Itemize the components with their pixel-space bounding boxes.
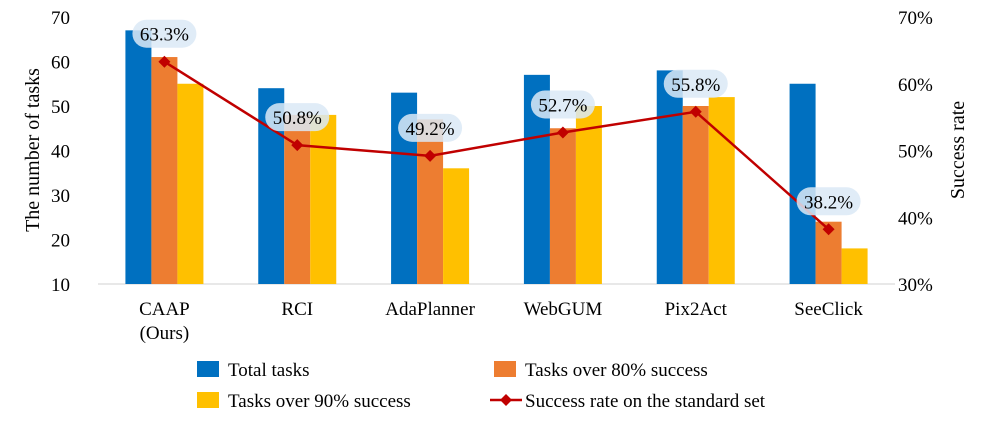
bar-over90 xyxy=(841,248,868,284)
bar-over80 xyxy=(549,128,576,284)
y2-tick-label: 50% xyxy=(898,142,933,163)
bar-over80 xyxy=(151,57,178,284)
success-rate-label: 52.7% xyxy=(538,95,587,116)
legend-swatch xyxy=(197,392,219,408)
legend: Total tasks Tasks over 80% success Tasks o… xyxy=(197,360,766,412)
bar-over80 xyxy=(417,119,444,284)
legend-label: Success rate on the standard set xyxy=(525,391,766,412)
bar-over90 xyxy=(575,106,602,284)
success-rate-marker xyxy=(291,139,304,152)
data-label-bubble xyxy=(398,113,463,142)
success-rate-line-group: 63.3% 50.8% 49.2% 52.7% 55.8% 38.2% xyxy=(132,19,861,236)
legend-swatch xyxy=(197,361,219,377)
bar-total xyxy=(789,83,816,284)
y2-tick-label: 60% xyxy=(898,75,933,96)
legend-label: Tasks over 90% success xyxy=(228,391,411,412)
success-rate-marker xyxy=(424,149,437,162)
y2-tick-label: 40% xyxy=(898,208,933,229)
bar-over90 xyxy=(443,168,470,284)
data-label-bubble xyxy=(663,69,728,98)
legend-swatch xyxy=(494,361,516,377)
bar-over80 xyxy=(682,106,709,284)
y2-tick-label: 30% xyxy=(898,275,933,296)
data-label-bubble xyxy=(530,90,595,119)
success-rate-marker xyxy=(822,223,835,236)
bar-total xyxy=(125,30,152,284)
data-label-bubble xyxy=(132,19,197,48)
success-rate-marker xyxy=(689,105,702,118)
y-axis-title: The number of tasks xyxy=(22,68,44,232)
success-rate-label: 38.2% xyxy=(804,192,853,213)
y-left-axis: 10 20 30 40 50 60 70 xyxy=(51,8,70,296)
x-tick-label: Pix2Act xyxy=(665,299,728,320)
x-tick-labels: CAAP (Ours) RCI AdaPlanner WebGUM Pix2Act SeeC… xyxy=(139,299,863,344)
y-tick-label: 60 xyxy=(51,53,70,74)
success-rate-line xyxy=(163,60,830,231)
y-right-axis: 30% 40% 50% 60% 70% xyxy=(898,8,933,296)
x-tick-label: WebGUM xyxy=(524,299,603,320)
data-label-bubble xyxy=(796,187,861,216)
bars-group xyxy=(125,30,868,285)
legend-label: Total tasks xyxy=(228,360,310,381)
y2-axis-title: Success rate xyxy=(947,101,969,199)
success-rate-label: 49.2% xyxy=(406,119,455,140)
y-tick-label: 30 xyxy=(51,186,70,207)
x-tick-label: SeeClick xyxy=(794,299,863,320)
success-rate-marker xyxy=(556,126,569,139)
success-rate-label: 63.3% xyxy=(140,25,189,46)
x-tick-label: AdaPlanner xyxy=(385,299,475,320)
success-rate-marker xyxy=(158,55,171,68)
y-tick-label: 40 xyxy=(51,142,70,163)
x-tick-label: CAAP (Ours) xyxy=(139,299,190,344)
y-tick-label: 50 xyxy=(51,97,70,118)
bar-total xyxy=(656,70,683,285)
bar-over90 xyxy=(310,114,337,285)
bar-over90 xyxy=(177,83,204,284)
legend-label: Tasks over 80% success xyxy=(525,360,708,381)
y-tick-label: 70 xyxy=(51,8,70,29)
success-rate-label: 55.8% xyxy=(671,75,720,96)
x-tick-label: RCI xyxy=(281,299,313,320)
y-tick-label: 20 xyxy=(51,231,70,252)
success-rate-label: 50.8% xyxy=(273,108,322,129)
data-label-bubble xyxy=(265,103,330,132)
y-tick-label: 10 xyxy=(51,275,70,296)
y2-tick-label: 70% xyxy=(898,8,933,29)
legend-swatch-marker xyxy=(500,394,512,406)
